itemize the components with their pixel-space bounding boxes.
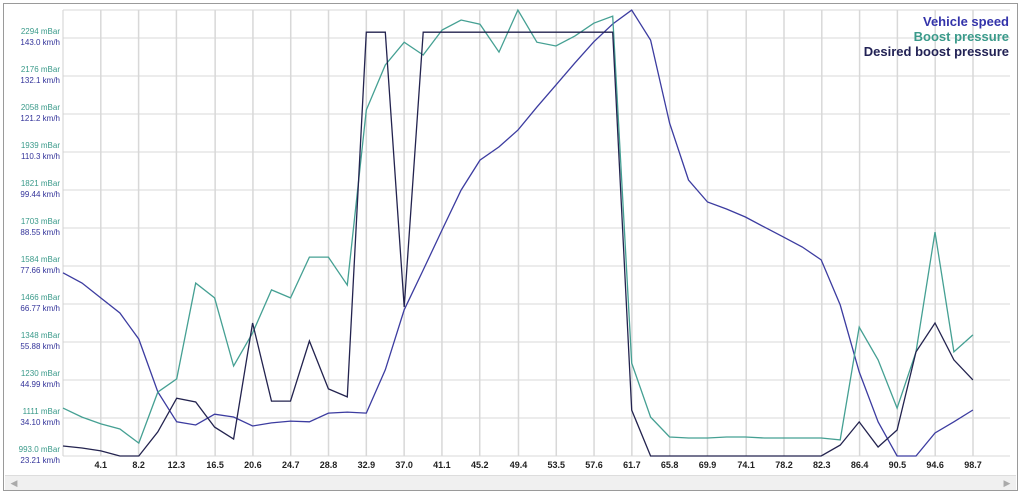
y-tick-label-pressure: 2176 mBar [21,65,60,74]
x-tick-label: 8.2 [132,460,145,470]
x-tick-label: 82.3 [813,460,831,470]
y-tick-label-pressure: 1230 mBar [21,369,60,378]
x-tick-label: 86.4 [851,460,869,470]
y-tick-label-speed: 34.10 km/h [20,418,60,427]
x-tick-label: 61.7 [623,460,641,470]
y-tick-label-pressure: 2294 mBar [21,27,60,36]
arrow-right-icon[interactable]: ▶ [1003,478,1011,488]
legend-vehicle-speed: Vehicle speed [923,14,1009,29]
series-line-desired-boost-pressure [62,31,974,457]
x-tick-label: 90.5 [889,460,907,470]
x-tick-label: 78.2 [775,460,793,470]
series-line-boost-pressure [62,8,974,445]
x-tick-label: 20.6 [244,460,262,470]
y-tick-label-speed: 99.44 km/h [20,190,60,199]
x-tick-label: 49.4 [510,460,528,470]
arrow-left-icon[interactable]: ◀ [10,478,18,488]
x-tick-label: 69.9 [699,460,717,470]
y-tick-label-speed: 23.21 km/h [20,456,60,465]
y-tick-label-speed: 121.2 km/h [20,114,60,123]
y-tick-label-pressure: 1466 mBar [21,293,60,302]
y-tick-label-pressure: 1939 mBar [21,141,60,150]
x-tick-label: 45.2 [471,460,489,470]
x-tick-label: 53.5 [547,460,565,470]
y-tick-label-speed: 66.77 km/h [20,304,60,313]
y-tick-label-speed: 44.99 km/h [20,380,60,389]
y-tick-label-speed: 143.0 km/h [20,38,60,47]
y-tick-label-pressure: 1821 mBar [21,179,60,188]
x-tick-label: 98.7 [964,460,982,470]
x-tick-label: 37.0 [395,460,413,470]
y-tick-label-speed: 55.88 km/h [20,342,60,351]
x-tick-label: 94.6 [926,460,944,470]
y-tick-label-pressure: 1703 mBar [21,217,60,226]
legend: Vehicle speed Boost pressure Desired boo… [864,14,1009,59]
y-tick-label-speed: 88.55 km/h [20,228,60,237]
horizontal-scrollbar[interactable]: ◀ ▶ [5,475,1016,490]
y-tick-label-pressure: 993.0 mBar [19,445,61,454]
y-tick-label-speed: 132.1 km/h [20,76,60,85]
x-tick-label: 16.5 [206,460,224,470]
chart-frame [3,3,1018,491]
x-tick-label: 74.1 [737,460,755,470]
x-tick-label: 24.7 [282,460,300,470]
x-tick-label: 41.1 [433,460,451,470]
x-tick-label: 4.1 [95,460,108,470]
legend-boost-pressure: Boost pressure [913,29,1009,44]
y-tick-label-pressure: 2058 mBar [21,103,60,112]
y-tick-label-pressure: 1111 mBar [23,407,61,416]
y-tick-label-speed: 110.3 km/h [21,152,60,161]
y-tick-label-pressure: 1584 mBar [21,255,60,264]
x-tick-label: 32.9 [358,460,376,470]
y-tick-label-pressure: 1348 mBar [21,331,60,340]
x-tick-label: 28.8 [320,460,338,470]
series-line-vehicle-speed [62,9,974,457]
x-tick-label: 57.6 [585,460,603,470]
x-tick-label: 12.3 [168,460,186,470]
legend-desired-boost-pressure: Desired boost pressure [863,44,1009,59]
x-tick-label: 65.8 [661,460,679,470]
y-tick-label-speed: 77.66 km/h [20,266,60,275]
